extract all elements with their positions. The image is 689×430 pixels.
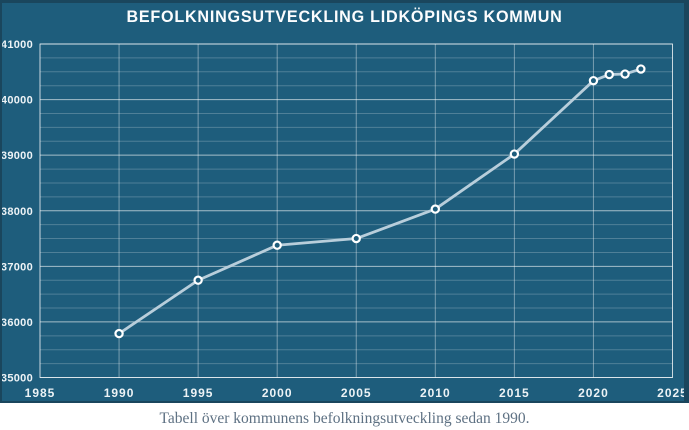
y-axis-tick-label: 38000: [1, 206, 33, 218]
x-axis-tick-label: 2010: [420, 386, 451, 400]
x-axis-tick-label: 1995: [183, 386, 214, 400]
y-axis-tick-label: 35000: [1, 373, 33, 385]
chart-caption: Tabell över kommunens befolkningsutveckl…: [159, 410, 530, 427]
x-axis-tick-label: 2025: [657, 386, 688, 400]
population-series-line: [117, 67, 643, 335]
data-point-2023[interactable]: [636, 64, 646, 74]
data-point-2022[interactable]: [620, 69, 630, 79]
card-left-edge: [0, 0, 2, 403]
population-chart-card: 35000 36000 37000 38000 39000 40000 41000 1985 1…: [0, 0, 689, 403]
chart-title: BEFOLKNINGSUTVECKLING LIDKÖPINGS KOMMUN: [126, 7, 563, 26]
x-axis-tick-label: 1990: [104, 386, 135, 400]
data-point-2000[interactable]: [272, 240, 282, 250]
x-axis-tick-label: 1985: [25, 386, 56, 400]
y-axis-tick-label: 41000: [1, 39, 33, 51]
card-top-edge: [0, 0, 689, 3]
card-bottom-edge: [0, 401, 689, 403]
data-point-2010[interactable]: [430, 204, 441, 214]
population-line-chart: 35000 36000 37000 38000 39000 40000 41000 1985 1…: [1, 39, 688, 400]
data-point-1995[interactable]: [193, 275, 203, 285]
card-right-edge: [684, 0, 689, 403]
y-axis-tick-label: 39000: [1, 150, 33, 162]
x-axis-tick-label: 2005: [341, 386, 372, 400]
y-axis-tick-label: 36000: [1, 317, 33, 329]
data-point-1990[interactable]: [114, 328, 124, 339]
plot-border: [39, 43, 673, 378]
data-point-2005[interactable]: [351, 233, 361, 244]
x-axis-tick-label: 2020: [578, 386, 609, 400]
data-point-2015[interactable]: [509, 149, 520, 159]
data-point-2020[interactable]: [588, 75, 599, 86]
x-axis-tick-label: 2015: [499, 386, 530, 400]
y-axis-tick-label: 40000: [1, 95, 33, 107]
x-axis-tick-label: 2000: [262, 386, 293, 400]
y-axis-tick-label: 37000: [1, 261, 33, 273]
data-point-2021[interactable]: [604, 69, 614, 80]
